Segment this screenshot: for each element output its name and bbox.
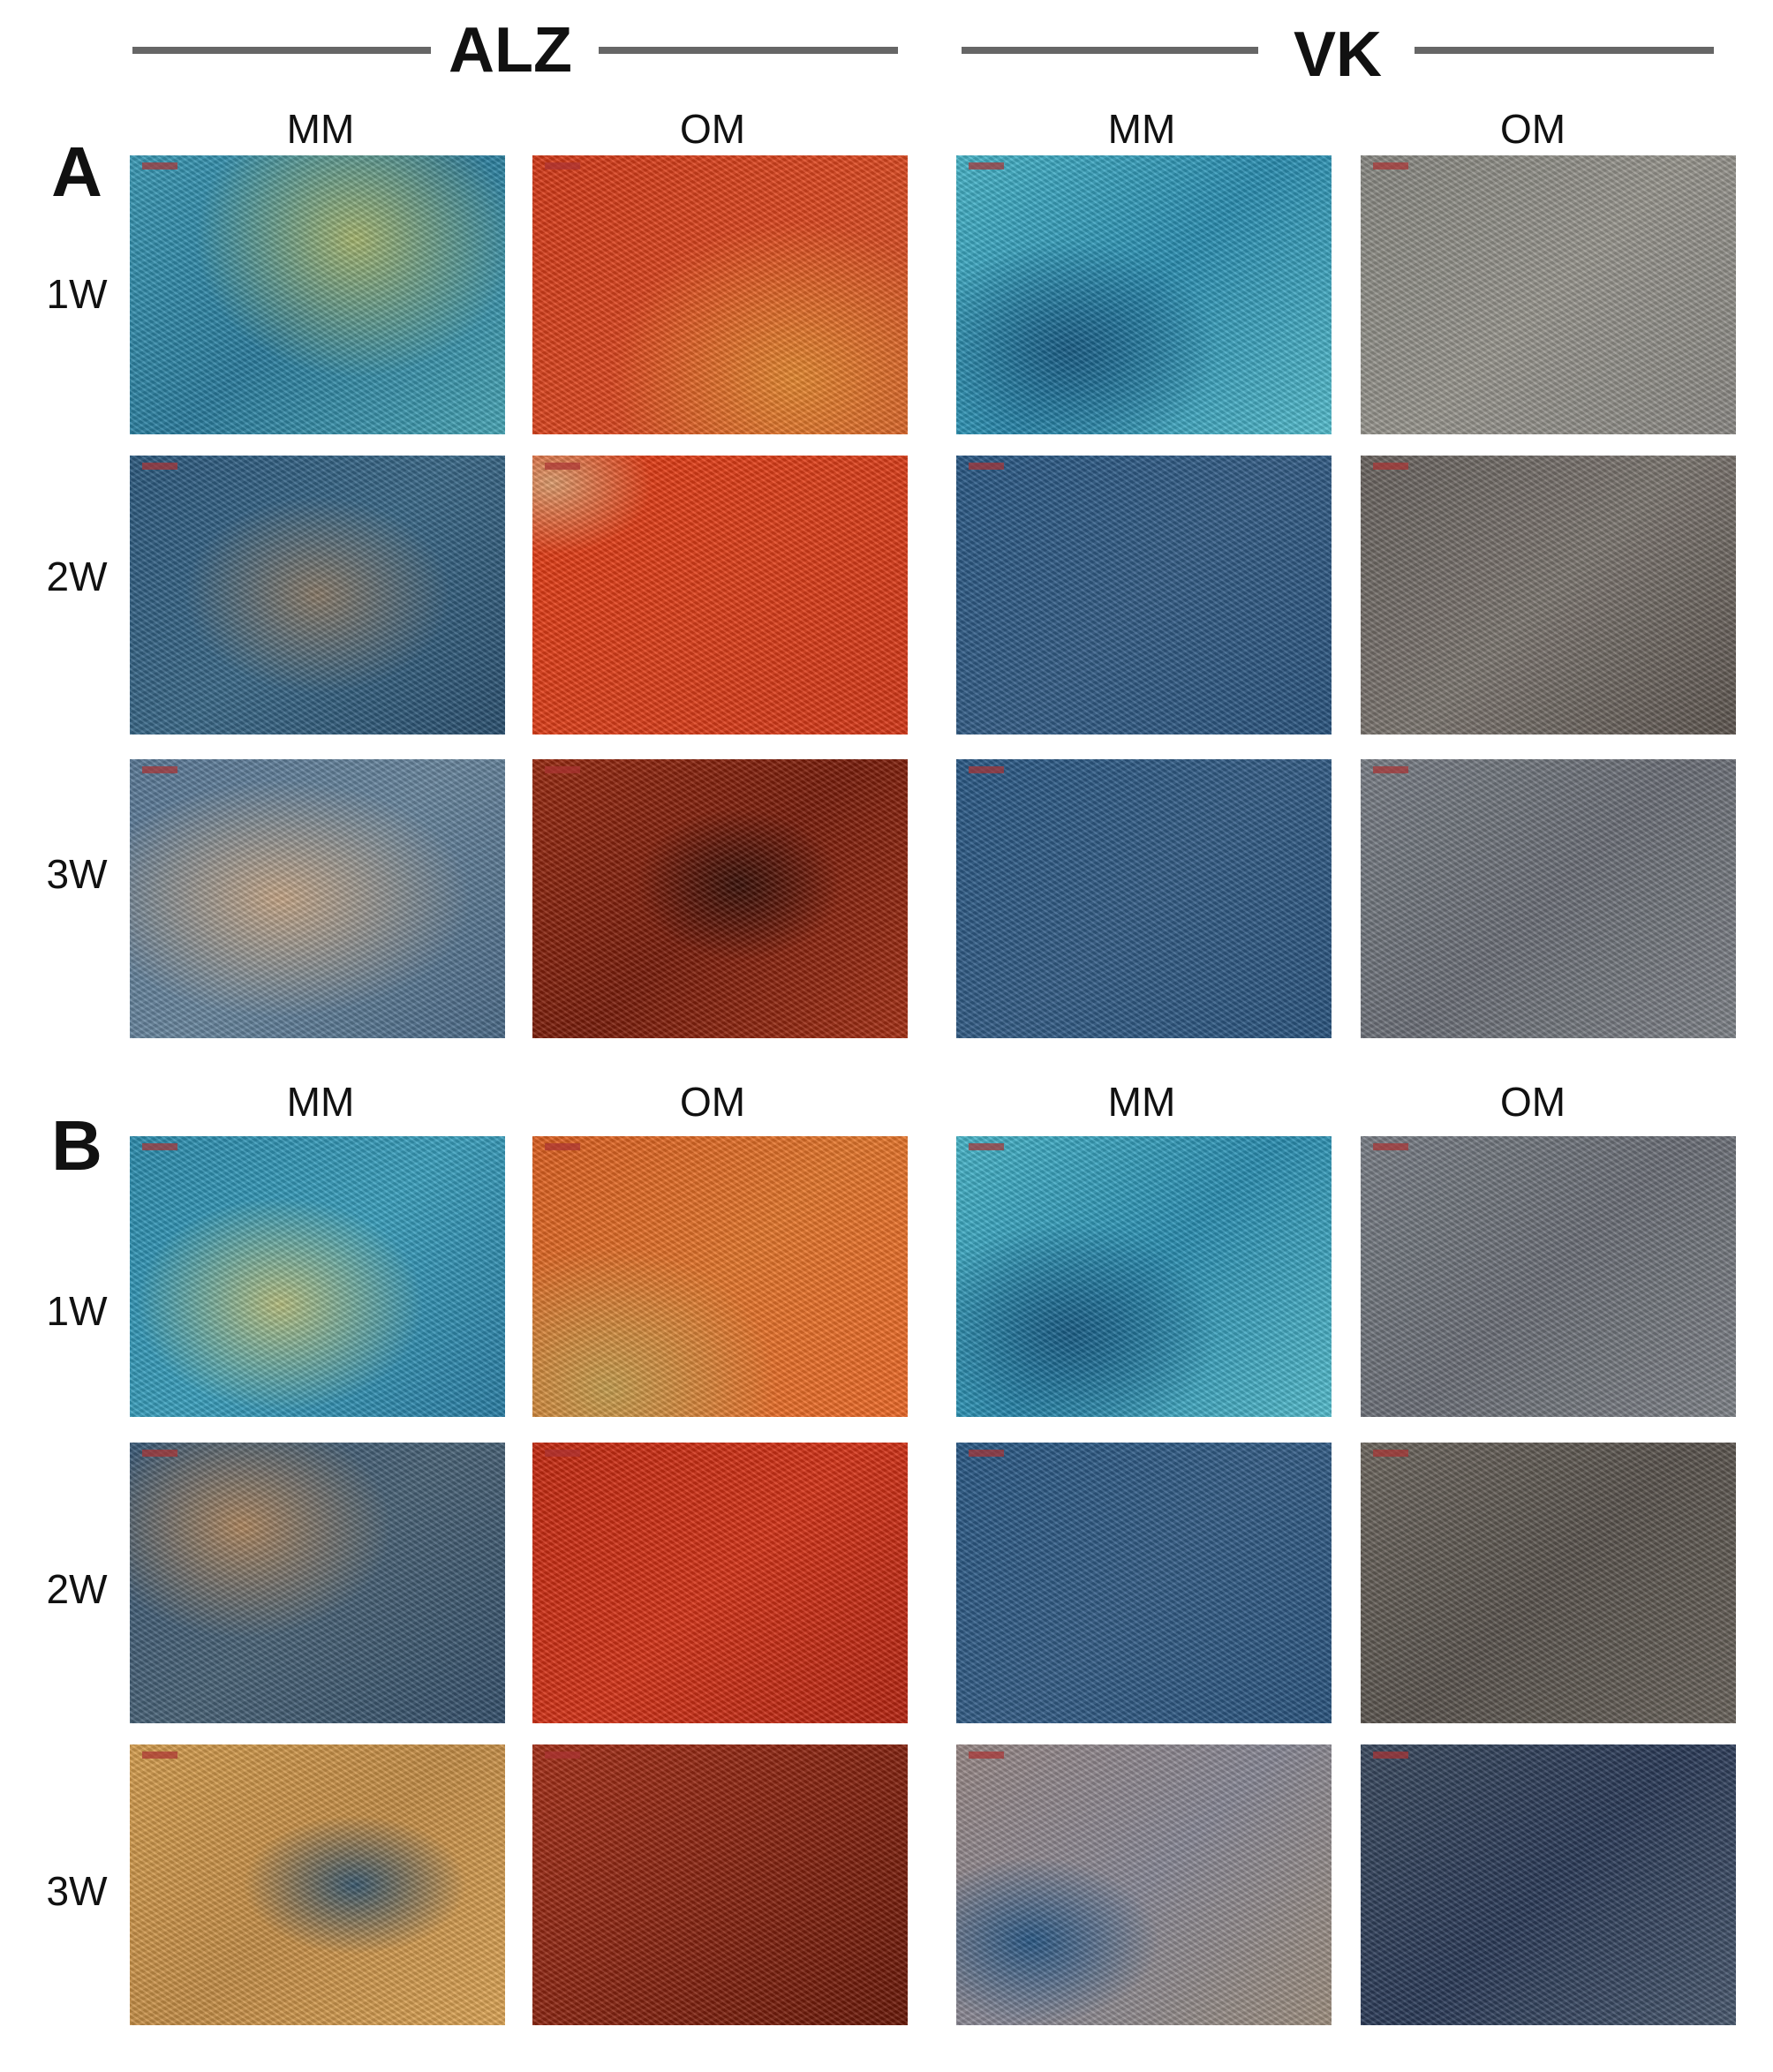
column-label: MM xyxy=(1107,1079,1176,1125)
micrograph xyxy=(1361,759,1736,1038)
micrograph xyxy=(130,155,505,434)
micrograph xyxy=(532,1136,908,1417)
header-rule xyxy=(962,47,1258,54)
micrograph xyxy=(130,759,505,1038)
panel-label: B xyxy=(51,1106,102,1185)
micrograph xyxy=(956,1136,1332,1417)
row-label: 1W xyxy=(46,1288,108,1334)
micrograph xyxy=(532,1443,908,1723)
row-label: 1W xyxy=(46,271,108,317)
column-label: MM xyxy=(1107,106,1176,152)
micrograph xyxy=(1361,1744,1736,2025)
micrograph xyxy=(130,1136,505,1417)
micrograph xyxy=(130,1744,505,2025)
row-label: 3W xyxy=(46,851,108,897)
panel-label: A xyxy=(51,132,102,211)
micrograph xyxy=(956,1744,1332,2025)
micrograph xyxy=(532,759,908,1038)
micrograph xyxy=(1361,1136,1736,1417)
row-label: 2W xyxy=(46,1566,108,1612)
header-rule xyxy=(132,47,431,54)
micrograph xyxy=(1361,456,1736,735)
header-rule xyxy=(599,47,898,54)
row-label: 3W xyxy=(46,1868,108,1914)
micrograph xyxy=(1361,1443,1736,1723)
header-rule xyxy=(1415,47,1714,54)
micrograph xyxy=(130,456,505,735)
row-label: 2W xyxy=(46,554,108,599)
micrograph xyxy=(1361,155,1736,434)
micrograph xyxy=(130,1443,505,1723)
micrograph xyxy=(532,1744,908,2025)
micrograph xyxy=(956,1443,1332,1723)
column-label: MM xyxy=(286,106,355,152)
column-label: OM xyxy=(1499,1079,1566,1125)
column-label: MM xyxy=(286,1079,355,1125)
column-label: OM xyxy=(1499,106,1566,152)
column-label: OM xyxy=(679,106,746,152)
micrograph xyxy=(956,759,1332,1038)
micrograph xyxy=(956,456,1332,735)
micrograph xyxy=(532,456,908,735)
group-title: VK xyxy=(1293,19,1383,90)
group-title: ALZ xyxy=(449,15,572,86)
column-label: OM xyxy=(679,1079,746,1125)
micrograph xyxy=(532,155,908,434)
micrograph xyxy=(956,155,1332,434)
